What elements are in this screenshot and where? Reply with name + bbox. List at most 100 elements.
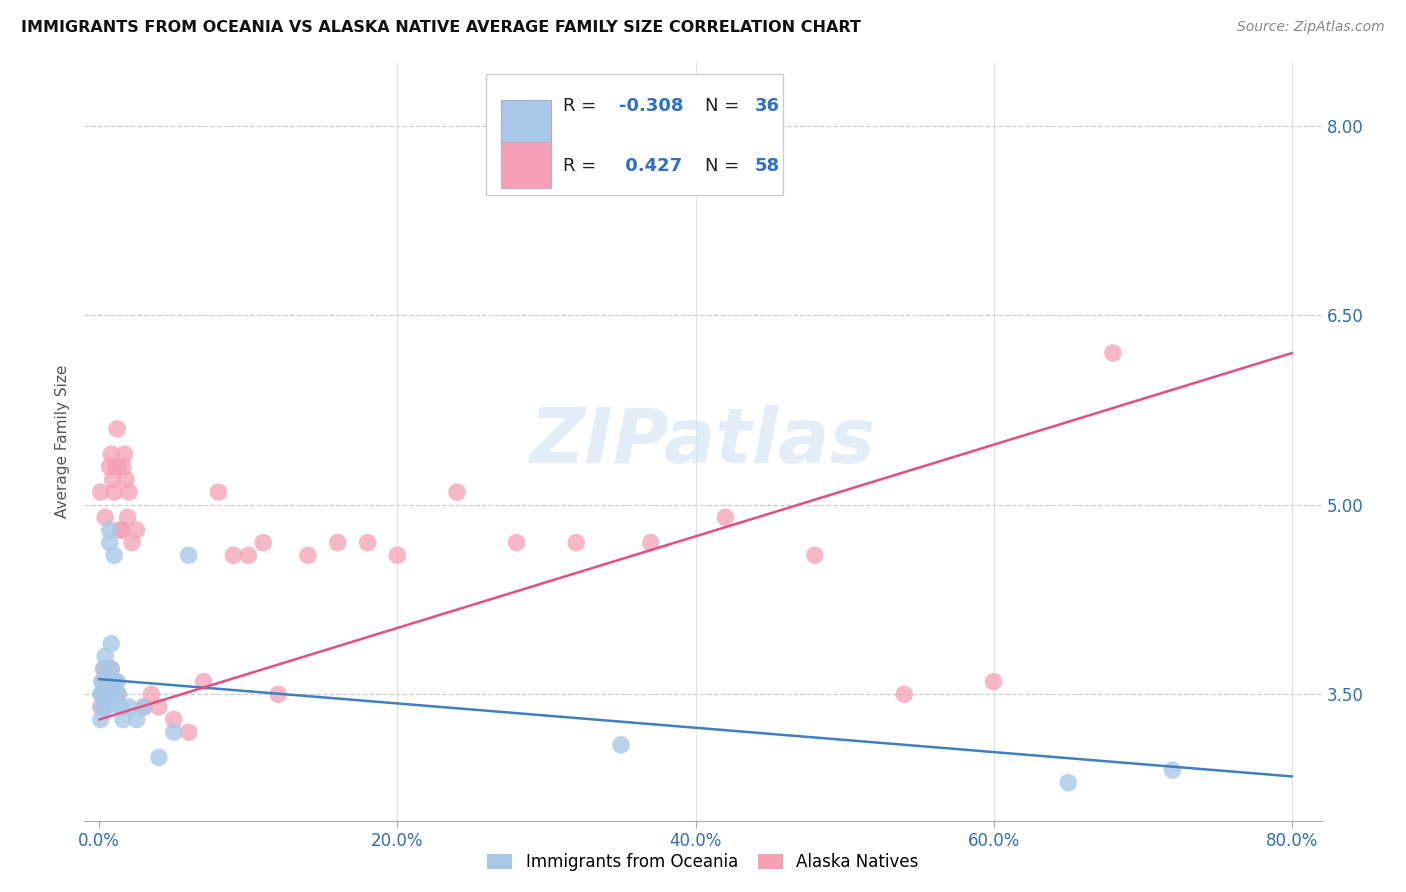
Point: [326, 535, 349, 549]
Point: [97, 674, 120, 689]
Point: [94, 510, 117, 524]
Point: [222, 548, 245, 563]
Point: [610, 738, 633, 752]
Text: Source: ZipAtlas.com: Source: ZipAtlas.com: [1237, 20, 1385, 34]
Point: [297, 548, 319, 563]
Point: [267, 687, 290, 701]
Point: [94, 649, 117, 664]
Point: [207, 485, 229, 500]
Point: [97, 674, 120, 689]
Point: [104, 674, 127, 689]
Point: [93, 687, 115, 701]
Point: [108, 699, 131, 714]
Text: R =: R =: [564, 157, 602, 176]
Point: [91, 674, 114, 689]
Point: [93, 699, 115, 714]
Bar: [502, 142, 551, 187]
Point: [104, 687, 127, 701]
Point: [104, 459, 127, 474]
Point: [98, 523, 121, 537]
Point: [163, 725, 186, 739]
Point: [94, 662, 117, 676]
Point: [108, 523, 131, 537]
Point: [107, 459, 129, 474]
Point: [714, 510, 737, 524]
Point: [103, 485, 125, 500]
Point: [446, 485, 468, 500]
Point: [565, 535, 588, 549]
Point: [387, 548, 409, 563]
Point: [121, 535, 143, 549]
Point: [100, 637, 122, 651]
Point: [177, 548, 200, 563]
Y-axis label: Average Family Size: Average Family Size: [55, 365, 70, 518]
Point: [983, 674, 1005, 689]
Point: [101, 687, 124, 701]
Text: ZIPatlas: ZIPatlas: [530, 405, 876, 478]
Point: [103, 548, 125, 563]
Text: R =: R =: [564, 97, 602, 115]
Point: [141, 687, 163, 701]
Point: [163, 713, 186, 727]
Text: N =: N =: [706, 157, 745, 176]
Point: [1057, 776, 1080, 790]
Point: [96, 699, 118, 714]
Point: [118, 485, 141, 500]
Point: [91, 674, 114, 689]
Point: [97, 687, 120, 701]
Point: [105, 674, 128, 689]
Point: [100, 447, 122, 461]
Point: [640, 535, 662, 549]
Point: [114, 447, 136, 461]
Point: [107, 687, 129, 701]
Point: [132, 699, 155, 714]
Point: [117, 510, 139, 524]
Point: [105, 422, 128, 436]
Point: [97, 687, 120, 701]
Point: [111, 523, 134, 537]
Point: [98, 674, 121, 689]
Point: [94, 674, 117, 689]
Point: [893, 687, 915, 701]
Legend: Immigrants from Oceania, Alaska Natives: Immigrants from Oceania, Alaska Natives: [479, 845, 927, 880]
Point: [148, 699, 170, 714]
Point: [105, 687, 128, 701]
Point: [125, 523, 148, 537]
Point: [112, 713, 135, 727]
Point: [101, 674, 124, 689]
Bar: [486, 74, 783, 195]
Point: [90, 699, 112, 714]
Point: [132, 699, 155, 714]
Point: [804, 548, 827, 563]
Point: [90, 485, 112, 500]
Point: [112, 459, 135, 474]
Point: [115, 473, 138, 487]
Point: [193, 674, 215, 689]
Point: [238, 548, 260, 563]
Point: [177, 725, 200, 739]
Point: [111, 699, 134, 714]
Text: IMMIGRANTS FROM OCEANIA VS ALASKA NATIVE AVERAGE FAMILY SIZE CORRELATION CHART: IMMIGRANTS FROM OCEANIA VS ALASKA NATIVE…: [21, 20, 860, 35]
Point: [1161, 763, 1184, 777]
Point: [90, 687, 112, 701]
Text: 36: 36: [755, 97, 780, 115]
Point: [96, 687, 118, 701]
Point: [100, 662, 122, 676]
Point: [93, 662, 115, 676]
Point: [100, 662, 122, 676]
Text: N =: N =: [706, 97, 745, 115]
Point: [356, 535, 378, 549]
Bar: [502, 100, 551, 145]
Point: [103, 674, 125, 689]
Point: [125, 713, 148, 727]
Point: [91, 699, 114, 714]
Point: [103, 687, 125, 701]
Point: [91, 687, 114, 701]
Point: [98, 459, 121, 474]
Point: [96, 687, 118, 701]
Point: [93, 662, 115, 676]
Point: [252, 535, 274, 549]
Point: [101, 674, 124, 689]
Point: [1102, 346, 1125, 360]
Text: 58: 58: [755, 157, 780, 176]
